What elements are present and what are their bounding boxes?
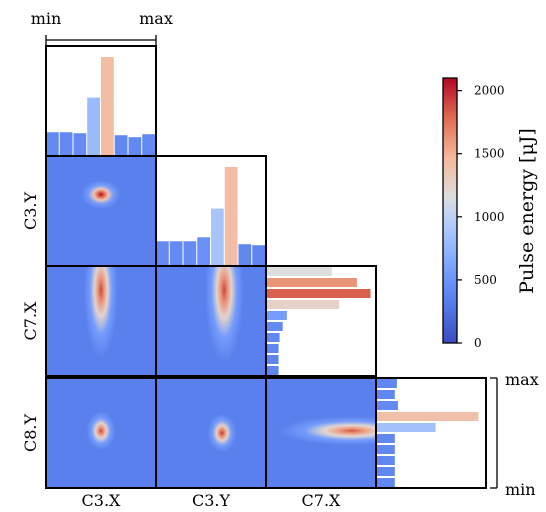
histogram-bar [376,390,395,399]
histogram-bar [73,133,87,156]
colorbar-label: Pulse energy [μJ] [516,128,538,294]
histogram-bar [266,333,280,342]
heatmap-field [46,378,156,488]
top-axis-max-label: max [139,9,173,28]
histogram-bar [252,245,265,266]
histogram-bar [156,241,169,266]
histogram-bar [197,237,210,266]
histogram-bar [376,456,395,465]
histogram-bar [101,57,114,156]
histogram-bar [376,379,397,388]
histogram-bar [376,478,395,487]
y-axis-label-c3y: C3.Y [21,192,40,231]
x-axis-label-c7x: C7.X [302,491,342,510]
x-axis-label-c3y: C3.Y [192,491,231,510]
y-axis-label-c8y: C8.Y [21,414,40,453]
histogram-bar [266,300,340,309]
colorbar-ticks: 0 500 1000 1500 2000 [457,84,505,350]
histogram-bar [376,467,395,476]
colorbar-tick-label: 1500 [474,147,505,161]
histogram-bar [46,132,59,156]
histogram-frame [45,45,157,157]
heatmap-c7x-c8y [265,377,377,489]
heatmap-field [156,378,266,488]
histogram-bar [114,135,128,156]
histogram-bar [224,167,238,266]
histogram-bar [266,322,283,331]
heatmap-c3x-c7x [45,265,157,377]
colorbar-tick-label: 500 [474,273,497,287]
histogram-bar [169,241,183,266]
colorbar-tick-label: 1000 [474,210,505,224]
heatmap-field [46,266,156,376]
histogram-c7x [265,265,377,377]
histogram-bar [142,134,155,156]
heatmap-field [46,156,156,266]
histogram-bar [266,289,371,298]
colorbar-gradient [442,77,458,344]
histogram-bar [266,366,279,375]
histogram-bar [266,311,287,320]
histogram-frame [155,155,267,267]
histogram-frame [375,377,487,489]
panels-group [45,45,487,489]
histogram-bar [211,208,224,266]
heatmap-c3y-c8y [155,377,267,489]
histogram-bar [266,355,279,364]
histogram-bar [376,401,398,410]
x-axis-label-c3x: C3.X [82,491,122,510]
histogram-c3x [45,45,157,157]
histogram-bar [183,241,197,266]
colorbar-tick-label: 2000 [474,84,505,98]
histogram-bar [87,97,100,156]
right-axis-min-label: min [505,480,536,499]
heatmap-c3x-c8y [45,377,157,489]
y-axis-label-c7x: C7.X [21,301,40,341]
histogram-bar [266,267,332,276]
histogram-bar [59,132,73,156]
histogram-bar [376,412,479,421]
histogram-frame [265,265,377,377]
histogram-bar [266,278,357,287]
histogram-bar [238,244,252,266]
histogram-bar [376,423,436,432]
histogram-bar [128,137,142,156]
top-axis-min-label: min [31,9,62,28]
histogram-c3y [155,155,267,267]
right-axis-max-label: max [505,370,539,389]
histogram-c8y [375,377,487,489]
heatmap-c3y-c7x [155,265,267,377]
top-axis: min max [31,9,173,45]
heatmap-field [156,266,266,376]
histogram-bar [376,445,395,454]
right-axis: max min [490,370,539,499]
heatmap-c3x-c3y [45,155,157,267]
colorbar-tick-label: 0 [474,336,482,350]
histogram-bar [266,344,279,353]
colorbar: 0 500 1000 1500 2000 Pulse energy [μJ] [442,77,538,350]
histogram-bar [376,434,395,443]
heatmap-field [266,378,376,488]
